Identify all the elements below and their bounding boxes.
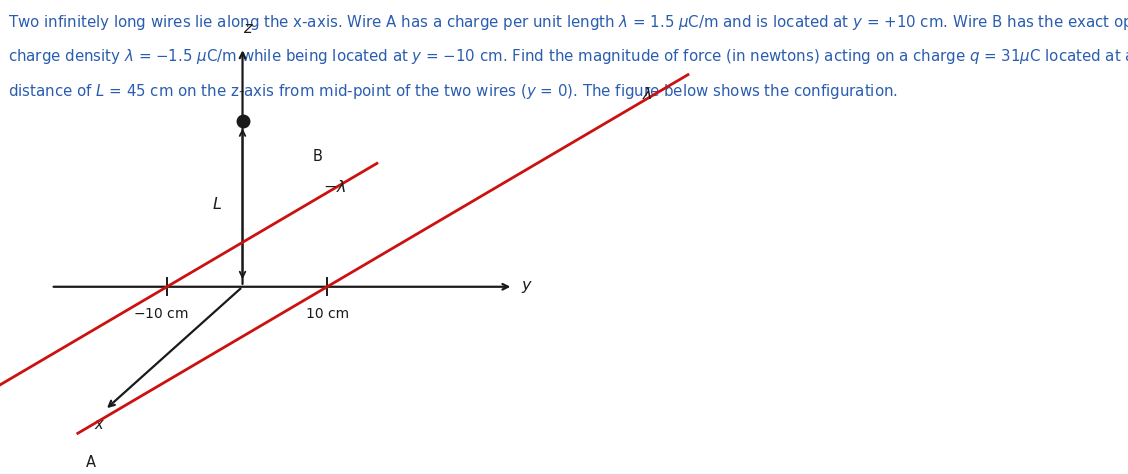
Text: $-$10 cm: $-$10 cm [133,307,190,321]
Text: Two infinitely long wires lie along the x-axis. Wire A has a charge per unit len: Two infinitely long wires lie along the … [8,13,1128,32]
Text: 10 cm: 10 cm [306,307,349,321]
Text: $L$: $L$ [212,196,222,212]
Text: $-\lambda$: $-\lambda$ [323,179,346,195]
Text: $y$: $y$ [521,279,534,295]
Text: B: B [312,149,323,164]
Text: $\lambda$: $\lambda$ [643,86,653,102]
Text: $z$: $z$ [243,20,254,36]
Text: $x$: $x$ [94,417,105,432]
Text: charge density $\lambda$ = $-$1.5 $\mu$C/m while being located at $y$ = $-$10 cm: charge density $\lambda$ = $-$1.5 $\mu$C… [8,47,1128,66]
Text: A: A [87,455,96,470]
Text: distance of $L$ = 45 cm on the z-axis from mid-point of the two wires ($y$ = 0).: distance of $L$ = 45 cm on the z-axis fr… [8,82,898,100]
